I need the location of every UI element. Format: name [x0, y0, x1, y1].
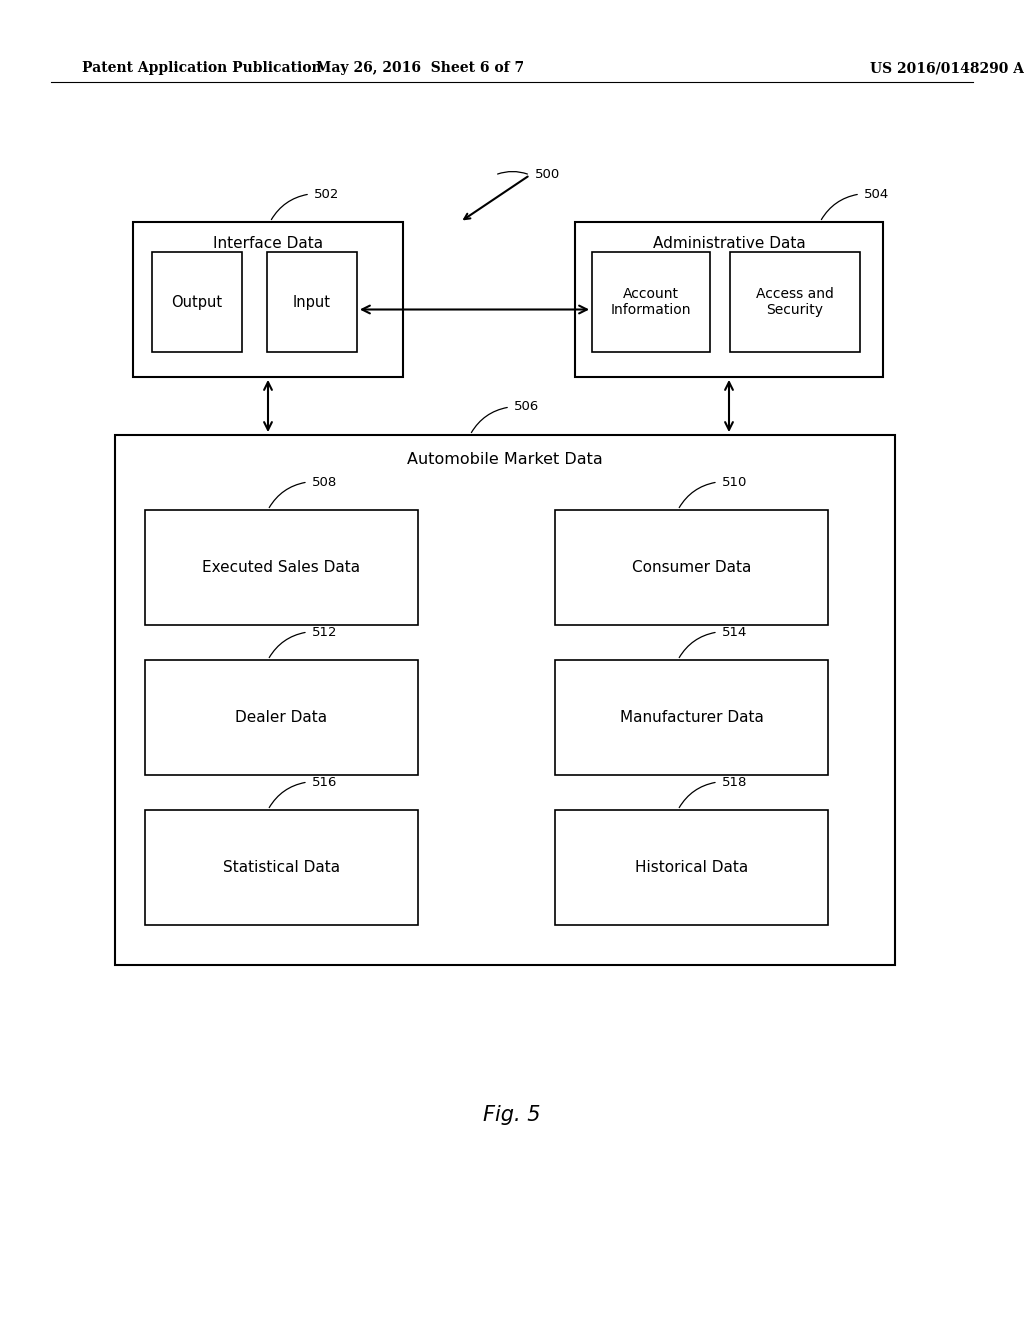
- Text: Access and
Security: Access and Security: [756, 286, 834, 317]
- Text: 508: 508: [312, 475, 337, 488]
- Text: US 2016/0148290 A1: US 2016/0148290 A1: [870, 61, 1024, 75]
- Text: Output: Output: [171, 294, 222, 309]
- Text: Historical Data: Historical Data: [635, 861, 749, 875]
- Text: Manufacturer Data: Manufacturer Data: [620, 710, 764, 725]
- Text: Dealer Data: Dealer Data: [236, 710, 328, 725]
- Bar: [133, 222, 403, 378]
- Text: 510: 510: [722, 475, 748, 488]
- Text: 502: 502: [314, 187, 339, 201]
- Bar: [145, 660, 418, 775]
- Text: Fig. 5: Fig. 5: [483, 1105, 541, 1125]
- Text: Account
Information: Account Information: [610, 286, 691, 317]
- Text: 516: 516: [312, 776, 337, 788]
- Bar: [555, 510, 828, 624]
- Bar: [592, 252, 710, 352]
- Text: 518: 518: [722, 776, 748, 788]
- Bar: [575, 222, 883, 378]
- Text: 512: 512: [312, 626, 337, 639]
- Text: Patent Application Publication: Patent Application Publication: [82, 61, 322, 75]
- Text: 500: 500: [535, 169, 560, 181]
- Bar: [145, 810, 418, 925]
- Bar: [730, 252, 860, 352]
- Text: Automobile Market Data: Automobile Market Data: [408, 453, 603, 467]
- Text: Interface Data: Interface Data: [213, 236, 323, 252]
- Bar: [145, 510, 418, 624]
- Text: Administrative Data: Administrative Data: [652, 236, 805, 252]
- Text: 506: 506: [514, 400, 540, 413]
- Bar: [555, 660, 828, 775]
- Bar: [555, 810, 828, 925]
- Bar: [267, 252, 357, 352]
- Text: May 26, 2016  Sheet 6 of 7: May 26, 2016 Sheet 6 of 7: [316, 61, 524, 75]
- Text: Input: Input: [293, 294, 331, 309]
- Text: 504: 504: [864, 187, 889, 201]
- Bar: [115, 436, 895, 965]
- Text: Executed Sales Data: Executed Sales Data: [203, 560, 360, 576]
- Bar: [152, 252, 242, 352]
- Text: Consumer Data: Consumer Data: [632, 560, 752, 576]
- Text: Statistical Data: Statistical Data: [223, 861, 340, 875]
- Text: 514: 514: [722, 626, 748, 639]
